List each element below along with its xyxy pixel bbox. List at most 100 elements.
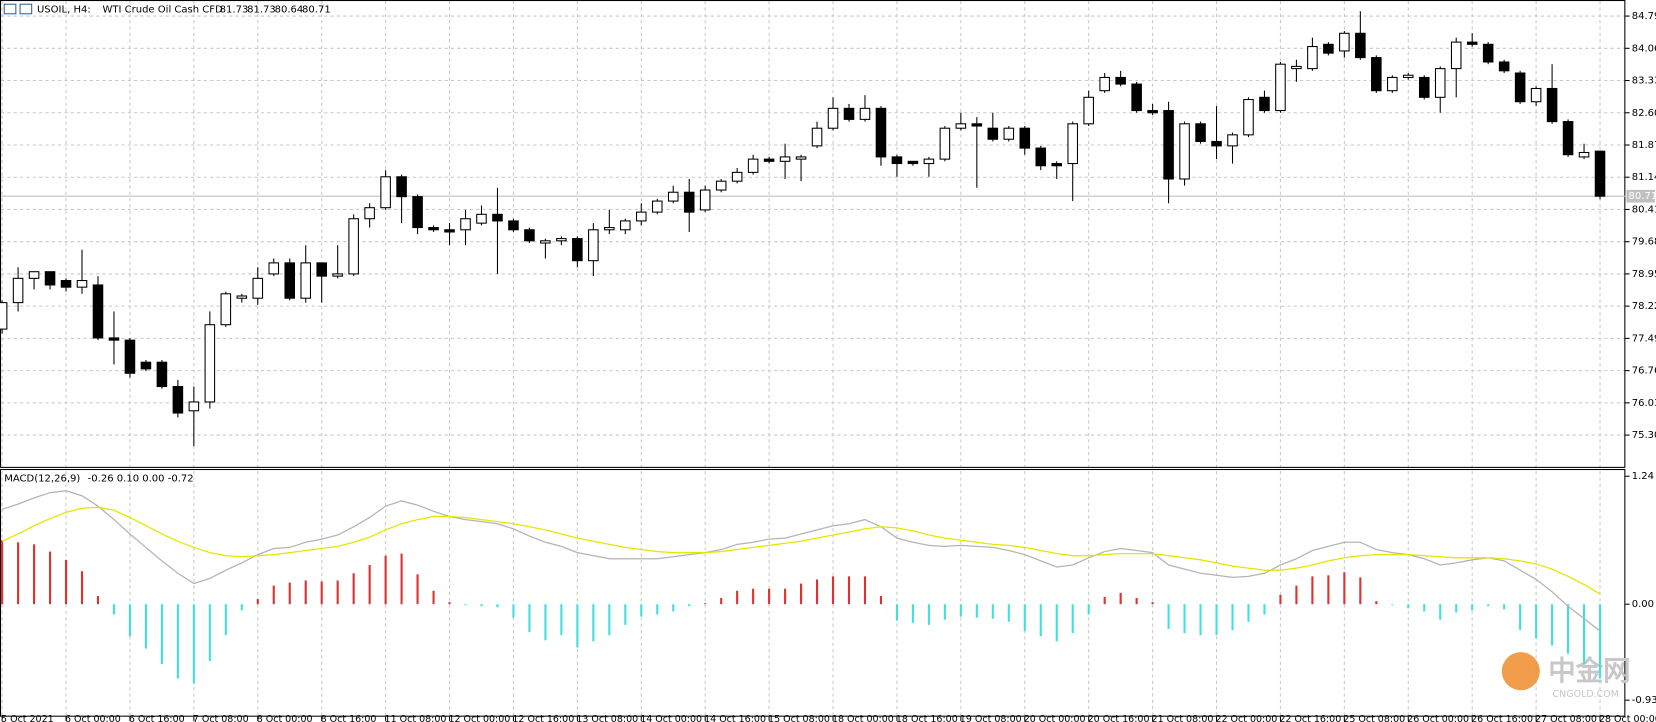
- candle-body: [1051, 163, 1063, 167]
- candle-body: [1067, 123, 1078, 165]
- candle-body: [380, 176, 391, 209]
- candle-body: [156, 361, 168, 388]
- candle-body: [923, 158, 935, 165]
- candle-body: [1450, 41, 1462, 70]
- y-tick-label: 81.14: [1632, 172, 1656, 183]
- y-tick-label: -0.93: [1632, 695, 1656, 706]
- candle-body: [444, 229, 455, 233]
- candle-body: [1115, 76, 1126, 85]
- x-tick-label: 6 Oct 00:00: [65, 714, 121, 722]
- y-tick-label: 75.30: [1632, 430, 1656, 441]
- candle-body: [604, 227, 615, 231]
- candle-body: [1307, 46, 1318, 70]
- candle-body: [731, 171, 743, 182]
- x-tick-label: 18 Oct 00:00: [832, 714, 894, 722]
- y-tick-label: 80.41: [1632, 204, 1656, 215]
- candle-body: [396, 176, 407, 198]
- candle-body: [1387, 76, 1398, 92]
- y-tick-label: 82.60: [1632, 108, 1656, 119]
- x-tick-label: 14 Oct 00:00: [640, 714, 702, 722]
- y-tick-label: 84.06: [1632, 43, 1656, 54]
- y-tick-label: 81.87: [1632, 140, 1656, 151]
- candle-body: [907, 160, 919, 165]
- candle-body: [955, 123, 967, 129]
- icon: [19, 3, 33, 15]
- candle-body: [1275, 63, 1286, 112]
- last-price-box: [1626, 189, 1655, 203]
- candle-body: [779, 156, 791, 162]
- candle-body: [1179, 123, 1190, 180]
- candle-body: [1434, 68, 1446, 98]
- macd-values: -0.26 0.10 0.00 -0.72: [88, 474, 194, 485]
- x-tick-label: 8 Oct 00:00: [257, 714, 313, 722]
- x-tick-label: 11 Oct 08:00: [385, 714, 447, 722]
- y-tick-label: 0.00: [1632, 599, 1654, 610]
- candle-body: [987, 127, 999, 140]
- candle-body: [1594, 150, 1606, 197]
- candle-body: [651, 200, 663, 213]
- price-panel: [0, 0, 1626, 468]
- candle-body: [76, 280, 88, 288]
- candle-body: [1498, 61, 1510, 72]
- watermark-logo: [1501, 652, 1540, 691]
- candle-body: [1355, 32, 1366, 59]
- watermark-site: CNGOLD.COM: [1553, 689, 1619, 700]
- x-tick-label: 26 Oct 00:00: [1407, 714, 1469, 722]
- macd-panel: [0, 468, 1626, 717]
- candle-body: [1259, 96, 1270, 112]
- candle-body: [252, 277, 264, 299]
- candle-body: [1291, 65, 1302, 70]
- candle-body: [843, 107, 855, 120]
- y-tick-label: 77.49: [1632, 333, 1656, 344]
- candle-body: [1339, 32, 1350, 52]
- candle-body: [699, 189, 711, 211]
- candle-body: [1211, 140, 1222, 147]
- candle-body: [1323, 43, 1334, 54]
- candle-body: [60, 280, 72, 288]
- y-tick-label: 76.76: [1632, 366, 1656, 377]
- candle-body: [1147, 110, 1158, 114]
- candle-body: [428, 227, 439, 231]
- candle-body: [1514, 72, 1526, 103]
- y-tick-label: 76.03: [1632, 398, 1656, 409]
- candle-body: [635, 211, 647, 222]
- y-tick-label: 84.79: [1632, 11, 1656, 22]
- x-tick-label: 7 Oct 08:00: [193, 714, 249, 722]
- candle-body: [763, 158, 775, 162]
- y-tick-label: 1.24: [1632, 471, 1654, 482]
- candle-body: [28, 271, 40, 279]
- candle-body: [747, 158, 759, 173]
- candle-body: [1195, 123, 1206, 142]
- candle-body: [220, 293, 232, 326]
- candle-body: [348, 218, 359, 275]
- x-tick-label: 26 Oct 16:00: [1471, 714, 1533, 722]
- candle-body: [667, 191, 679, 202]
- candle-body: [524, 229, 535, 242]
- candle-body: [540, 240, 551, 244]
- y-tick-label: 78.95: [1632, 269, 1656, 280]
- candle-body: [92, 284, 104, 339]
- ohlc-high: 81.73: [247, 5, 276, 16]
- candle-body: [1163, 110, 1174, 180]
- candle-body: [1530, 87, 1542, 103]
- candle-body: [683, 191, 695, 213]
- candle-body: [236, 295, 248, 299]
- x-tick-label: 18 Oct 16:00: [896, 714, 958, 722]
- ohlc-low: 80.64: [275, 5, 304, 16]
- candle-body: [1003, 127, 1015, 140]
- candle-body: [124, 339, 136, 374]
- candle-body: [1466, 41, 1478, 45]
- candle-body: [795, 156, 807, 160]
- candle-body: [412, 196, 423, 229]
- x-tick-label: 20 Oct 00:00: [1024, 714, 1086, 722]
- x-tick-label: 22 Oct 16:00: [1279, 714, 1341, 722]
- candle-body: [1131, 83, 1142, 112]
- candle-body: [939, 127, 951, 160]
- y-tick-label: 83.33: [1632, 76, 1656, 87]
- candle-body: [1418, 76, 1430, 98]
- ohlc-open: 81.73: [220, 5, 249, 16]
- x-tick-label: 12 Oct 16:00: [512, 714, 574, 722]
- x-tick-label: 8 Oct 16:00: [321, 714, 377, 722]
- candle-body: [891, 156, 903, 165]
